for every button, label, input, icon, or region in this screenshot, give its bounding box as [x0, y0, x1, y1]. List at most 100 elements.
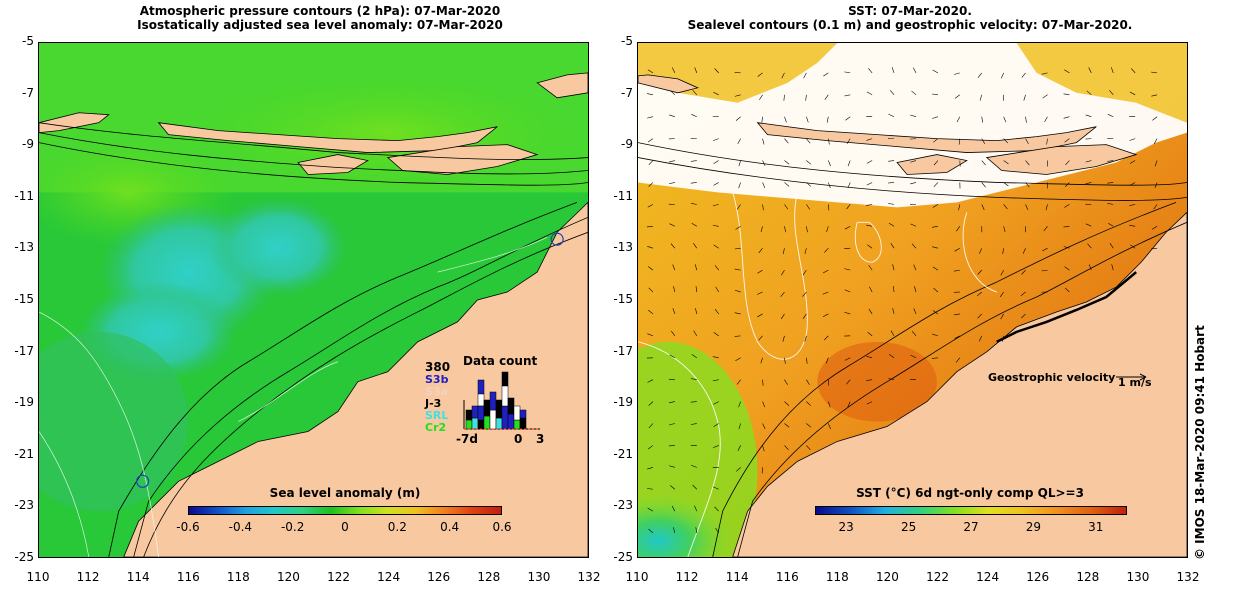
geostrophic-velocity-arrows — [646, 67, 1158, 534]
velocity-arrow — [958, 138, 961, 145]
velocity-arrow — [981, 138, 985, 144]
left-map-y-tick: -25 — [14, 550, 34, 564]
velocity-arrow — [828, 204, 830, 211]
velocity-arrow — [978, 335, 983, 342]
velocity-arrow — [648, 160, 654, 166]
velocity-arrow — [892, 264, 895, 271]
velocity-arrow — [670, 243, 676, 249]
velocity-arrow — [1153, 138, 1158, 144]
velocity-arrow — [1044, 116, 1048, 123]
velocity-arrow — [805, 94, 807, 101]
velocity-arrow — [981, 160, 986, 166]
velocity-arrow — [757, 313, 763, 318]
velocity-arrow — [1129, 160, 1136, 164]
right-title-line2: Sealevel contours (0.1 m) and geostrophi… — [687, 18, 1133, 32]
velocity-arrow — [931, 225, 938, 228]
sla-bathymetry-contours — [39, 122, 588, 557]
velocity-arrow — [784, 204, 789, 210]
left-map-y-tick: -21 — [14, 446, 34, 461]
velocity-arrow — [648, 528, 654, 534]
velocity-arrow — [673, 286, 676, 293]
velocity-arrow — [823, 72, 829, 77]
velocity-arrow — [690, 378, 697, 380]
mission-label-j3: J-3 — [425, 397, 442, 410]
velocity-arrow — [931, 93, 938, 96]
velocity-arrow — [806, 226, 808, 233]
velocity-arrow — [977, 269, 982, 275]
sla-low-eddy-2 — [208, 197, 348, 298]
velocity-arrow — [714, 506, 719, 512]
velocity-arrow — [784, 357, 786, 364]
velocity-arrow — [738, 182, 741, 189]
velocity-arrow — [866, 379, 873, 381]
sst-colorbar-title: SST (°C) 6d ngt-only comp QL>=3 — [856, 486, 1084, 500]
velocity-arrow — [828, 423, 831, 430]
velocity-arrow — [868, 68, 873, 74]
velocity-arrow — [672, 264, 676, 271]
sst-bathymetry-contours — [638, 142, 1187, 557]
right-map-y-tick: -21 — [613, 446, 633, 461]
sla-colorbar-tick-label: 0.6 — [492, 520, 512, 534]
velocity-arrow — [888, 222, 895, 227]
data-count-max: 380 — [425, 360, 451, 374]
velocity-arrow — [806, 423, 812, 428]
velocity-arrow — [910, 182, 917, 185]
velocity-arrow — [758, 248, 763, 254]
velocity-arrow — [1020, 291, 1026, 297]
velocity-arrow — [648, 287, 654, 293]
velocity-arrow — [734, 94, 741, 97]
velocity-arrow — [846, 379, 851, 385]
velocity-arrow — [781, 72, 785, 79]
velocity-arrow — [1129, 138, 1136, 141]
velocity-arrow — [1085, 182, 1092, 185]
velocity-arrow — [670, 90, 676, 96]
velocity-arrow — [869, 286, 873, 293]
velocity-arrow — [1063, 93, 1070, 96]
velocity-arrow — [1065, 160, 1070, 166]
velocity-arrow — [1110, 67, 1114, 73]
sst-geostrophic-map[interactable] — [637, 42, 1188, 558]
velocity-arrow — [695, 527, 698, 534]
velocity-arrow — [804, 248, 807, 255]
right-map-y-tick: -13 — [613, 240, 633, 255]
velocity-arrow — [781, 269, 785, 276]
velocity-arrow — [1151, 226, 1158, 230]
velocity-arrow — [1129, 182, 1136, 186]
velocity-arrow — [1021, 313, 1026, 319]
velocity-arrow — [1025, 116, 1027, 123]
velocity-arrow — [1111, 264, 1114, 271]
right-map-y-tick: -23 — [613, 498, 633, 513]
velocity-arrow — [783, 94, 785, 101]
velocity-arrow — [647, 246, 654, 249]
velocity-arrow — [669, 423, 675, 426]
data-count-histogram — [463, 371, 540, 430]
velocity-arrow — [734, 312, 741, 315]
sst-colorbar-tick-label: 29 — [1025, 520, 1042, 534]
velocity-arrow — [735, 226, 741, 230]
velocity-arrow — [1041, 72, 1048, 75]
left-map-y-tick: -23 — [14, 498, 34, 513]
sst-colorbar-tick-label: 25 — [900, 520, 917, 534]
sla-colorbar-tick-label: -0.6 — [176, 520, 200, 534]
velocity-arrow — [713, 423, 719, 427]
mission-label-cr2: Cr2 — [425, 421, 447, 434]
velocity-arrow — [956, 116, 961, 123]
velocity-arrow — [734, 335, 741, 337]
velocity-arrow — [911, 243, 917, 249]
sla-colorbar-tick-label: 0.2 — [387, 520, 407, 534]
velocity-arrow — [736, 467, 741, 472]
left-map-x-tick: 112 — [76, 570, 100, 584]
sea-level-anomaly-map[interactable] — [38, 42, 589, 558]
sla-island-nusa-tenggara — [157, 122, 498, 153]
right-map-x-tick: 116 — [775, 570, 799, 584]
velocity-arrow — [692, 90, 698, 95]
right-map-x-tick: 132 — [1176, 570, 1200, 584]
velocity-arrow — [802, 269, 807, 276]
left-map-y-tick: -19 — [14, 395, 34, 410]
sea-level-anomaly-map-canvas — [39, 43, 588, 557]
velocity-arrow — [868, 265, 873, 271]
velocity-arrow — [758, 335, 763, 341]
velocity-arrow — [1000, 313, 1004, 320]
velocity-arrow — [1109, 243, 1114, 249]
velocity-arrow — [958, 204, 961, 211]
